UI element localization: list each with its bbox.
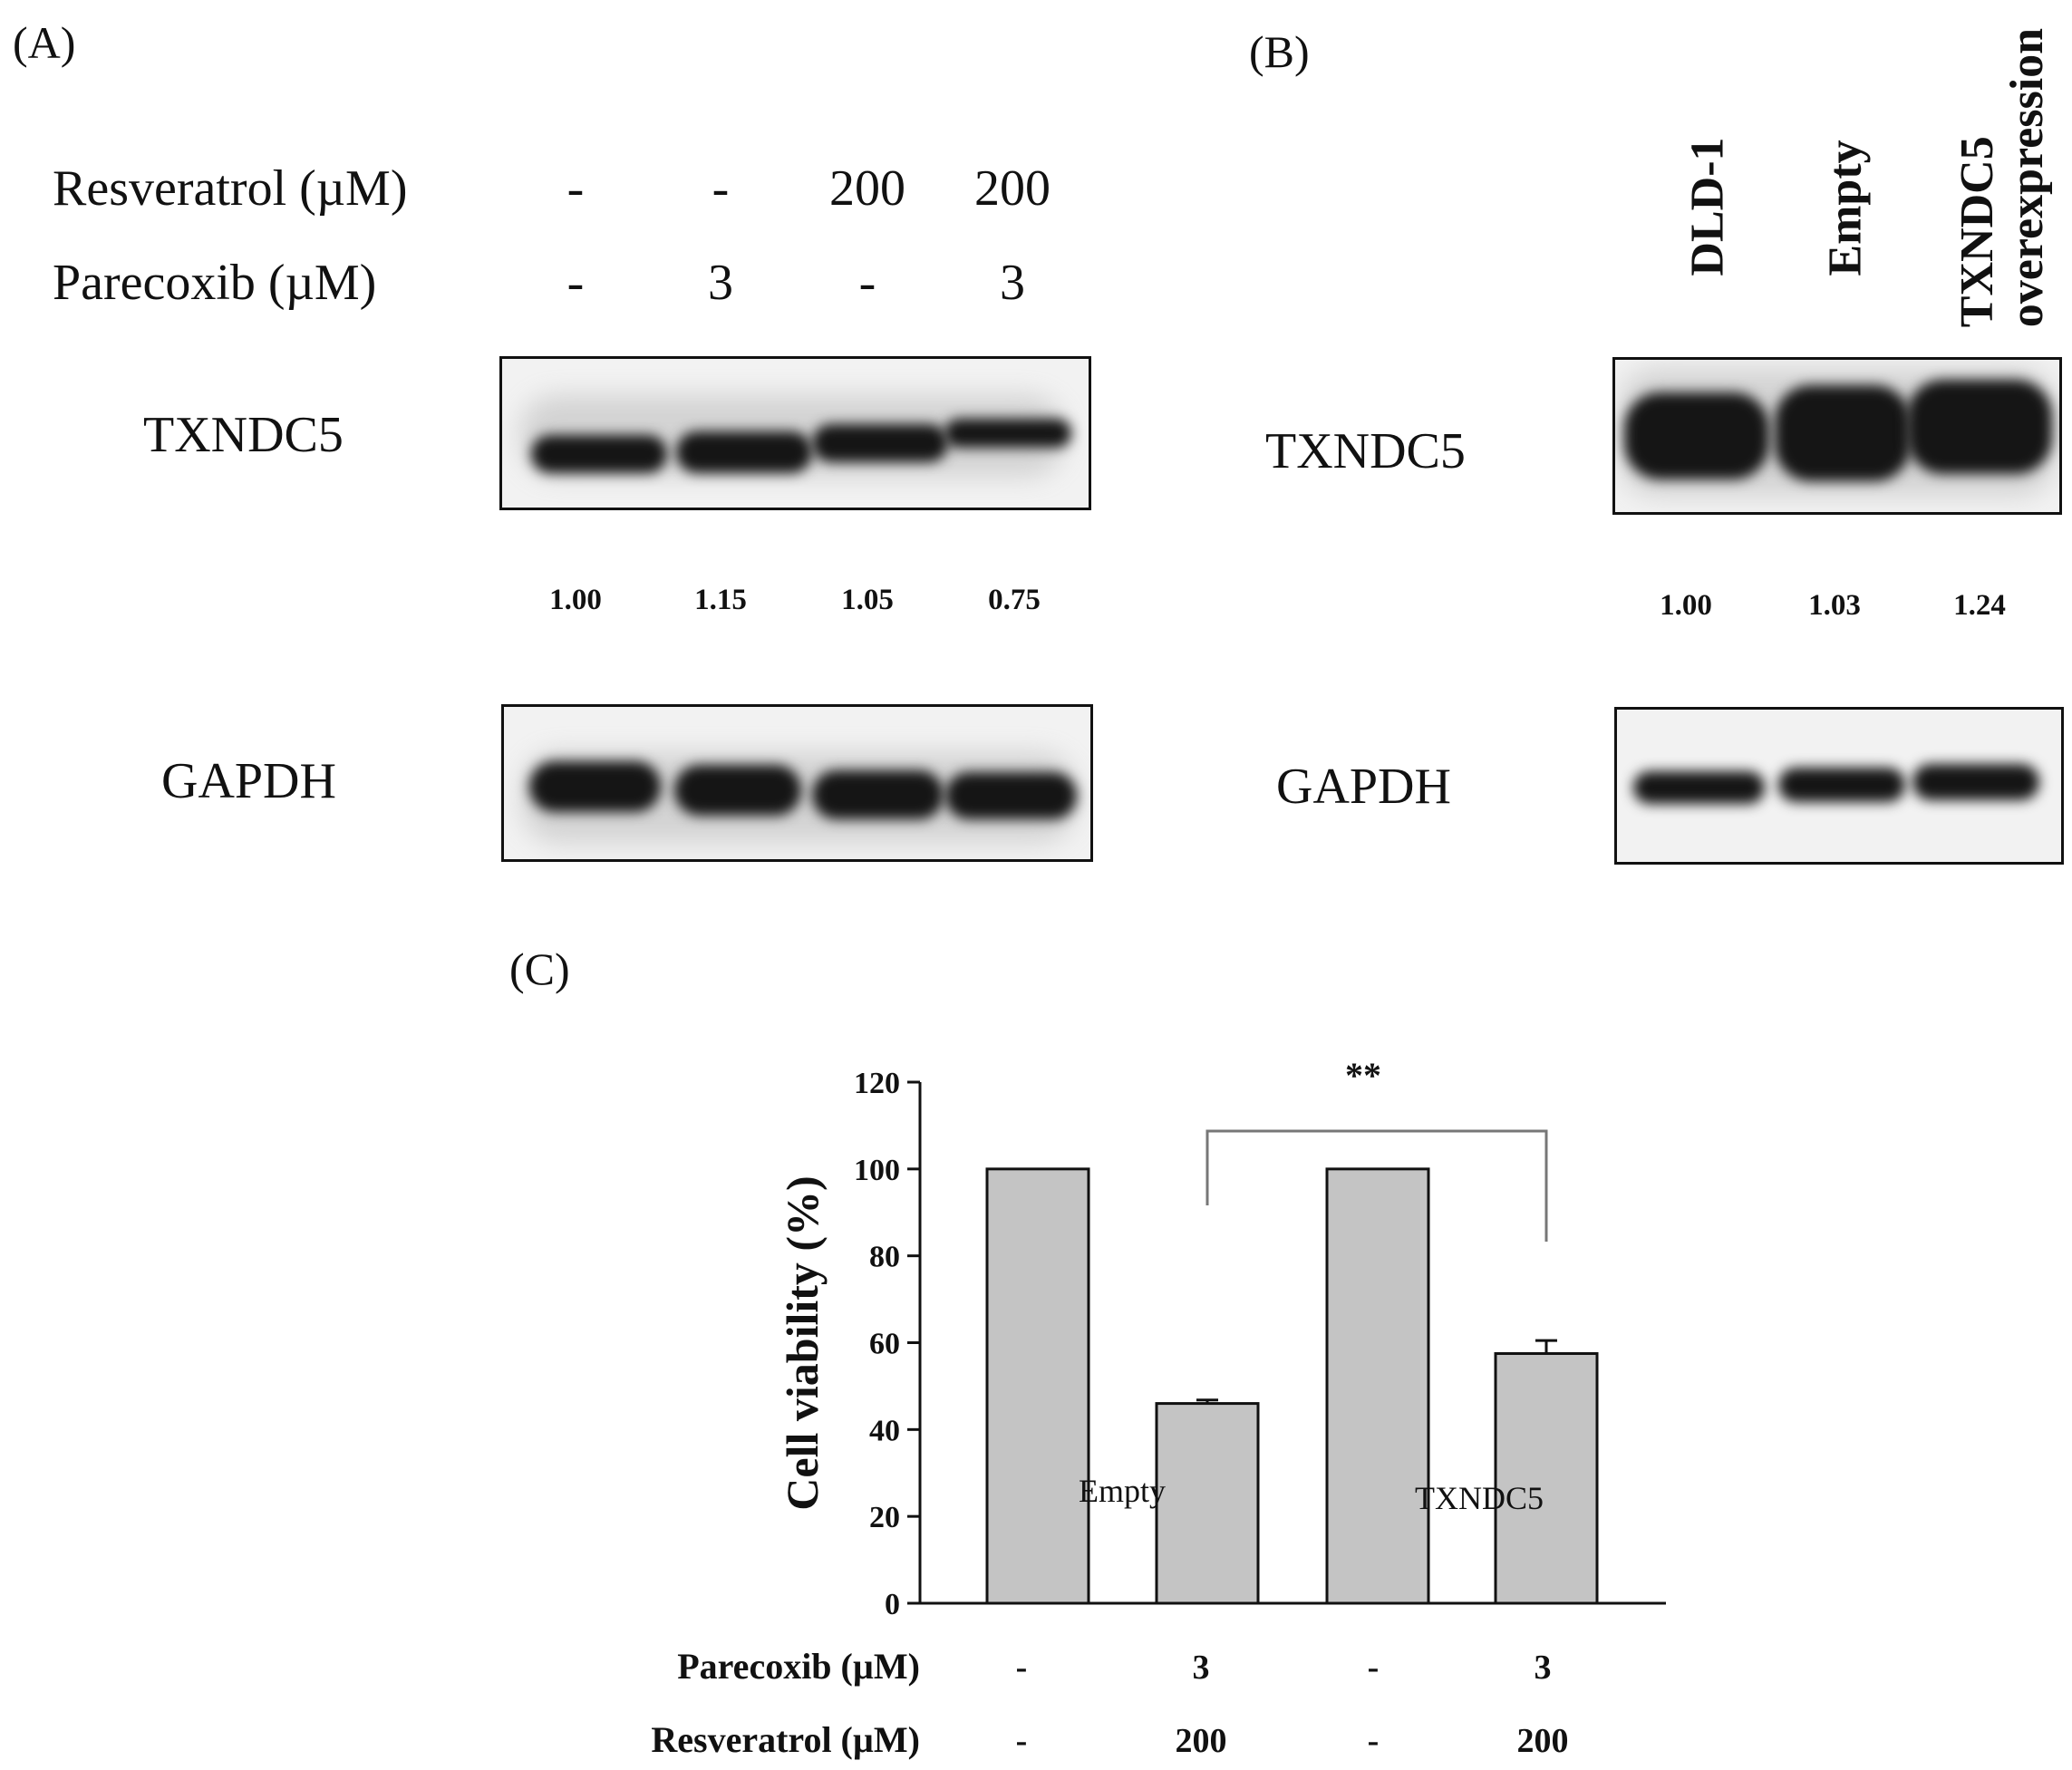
panel-b-quant-3: 1.24 <box>1953 589 2006 622</box>
panel-a-parecoxib-lane-1: - <box>566 255 585 311</box>
resveratrol-value-1: - <box>1016 1722 1028 1760</box>
panel-b-quant-2: 1.03 <box>1808 589 1861 622</box>
row-label-resveratrol: Resveratrol (µM) <box>651 1719 920 1760</box>
resveratrol-value-2: 200 <box>1176 1722 1227 1760</box>
parecoxib-value-2: 3 <box>1193 1649 1210 1687</box>
panel-a-label: (A) <box>13 17 76 68</box>
panel-a-gapdh-blot <box>501 704 1093 862</box>
panel-a-resveratrol-label: Resveratrol (µM) <box>53 160 408 217</box>
band <box>812 770 944 819</box>
bar-1 <box>985 1167 1090 1605</box>
band <box>1912 764 2039 800</box>
panel-b-label: (B) <box>1249 26 1310 77</box>
y-tick-label: 40 <box>869 1414 900 1447</box>
panel-a-parecoxib-lane-3: - <box>858 255 876 311</box>
bar-4 <box>1494 1351 1599 1605</box>
band <box>531 435 667 473</box>
parecoxib-value-3: - <box>1368 1649 1380 1687</box>
band <box>529 761 661 812</box>
band <box>1633 771 1765 804</box>
parecoxib-value-1: - <box>1016 1649 1028 1687</box>
panel-a-quant-2: 1.15 <box>694 584 747 616</box>
panel-a-parecoxib-lane-4: 3 <box>1000 255 1025 311</box>
band <box>1624 392 1769 479</box>
y-axis-label: Cell viability (%) <box>777 1175 828 1510</box>
bar-3 <box>1325 1167 1430 1605</box>
panel-a-quant-3: 1.05 <box>841 584 894 616</box>
y-tick-label: 120 <box>854 1067 900 1100</box>
panel-a-resveratrol-lane-3: 200 <box>829 160 905 217</box>
group-label-txndc5: TXNDC5 <box>1415 1480 1544 1516</box>
y-tick-label: 0 <box>885 1588 900 1621</box>
panel-b-txndc5-label: TXNDC5 <box>1265 423 1466 479</box>
bar-2 <box>1155 1402 1260 1605</box>
resveratrol-value-3: - <box>1368 1722 1380 1760</box>
panel-a-parecoxib-label: Parecoxib (µM) <box>53 255 377 311</box>
band <box>676 431 812 473</box>
panel-b-gapdh-label: GAPDH <box>1276 759 1451 815</box>
panel-a-quant-4: 0.75 <box>988 584 1041 616</box>
band <box>945 772 1077 819</box>
panel-a-resveratrol-lane-1: - <box>566 160 585 217</box>
panel-a-quant-1: 1.00 <box>549 584 602 616</box>
panel-a-gapdh-label: GAPDH <box>161 753 336 809</box>
y-tick-label: 20 <box>869 1501 900 1534</box>
band <box>812 424 948 462</box>
panel-c-label: (C) <box>509 943 570 994</box>
band <box>1778 768 1905 802</box>
y-tick-label: 60 <box>869 1328 900 1361</box>
panel-b-txndc5-blot <box>1612 357 2062 515</box>
y-tick-label: 80 <box>869 1241 900 1274</box>
significance-marker: ** <box>1345 1055 1381 1096</box>
row-label-parecoxib: Parecoxib (µM) <box>677 1646 920 1687</box>
band <box>1775 385 1911 481</box>
panel-b-quant-1: 1.00 <box>1660 589 1712 622</box>
significance-bracket <box>1205 1129 1548 1242</box>
band <box>1907 380 2052 474</box>
resveratrol-value-4: 200 <box>1517 1722 1569 1760</box>
panel-b-gapdh-blot <box>1614 707 2064 865</box>
band <box>674 765 801 816</box>
panel-a-txndc5-label: TXNDC5 <box>143 407 344 463</box>
panel-a-resveratrol-lane-2: - <box>712 160 730 217</box>
panel-a-parecoxib-lane-2: 3 <box>708 255 733 311</box>
panel-a-resveratrol-lane-4: 200 <box>974 160 1051 217</box>
parecoxib-value-4: 3 <box>1535 1649 1552 1687</box>
y-tick-label: 100 <box>854 1154 900 1187</box>
group-label-empty: Empty <box>1079 1473 1166 1509</box>
band <box>944 419 1071 448</box>
panel-a-txndc5-blot <box>499 356 1091 510</box>
